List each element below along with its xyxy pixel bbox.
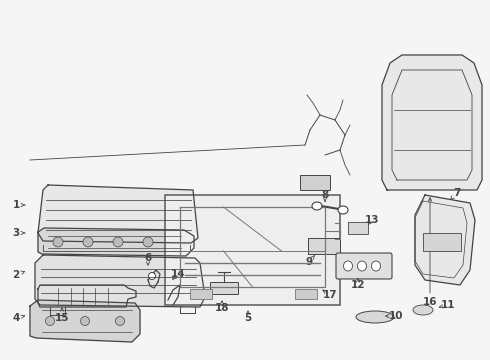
Bar bbox=[190, 289, 212, 299]
Ellipse shape bbox=[356, 311, 394, 323]
Text: 13: 13 bbox=[365, 215, 379, 225]
Text: 16: 16 bbox=[423, 297, 437, 307]
Ellipse shape bbox=[371, 261, 381, 271]
Text: 18: 18 bbox=[215, 303, 229, 313]
Text: 8: 8 bbox=[321, 190, 329, 200]
Ellipse shape bbox=[53, 237, 63, 247]
Text: 3: 3 bbox=[12, 228, 20, 238]
Ellipse shape bbox=[343, 261, 352, 271]
Bar bbox=[423, 233, 461, 251]
Ellipse shape bbox=[83, 237, 93, 247]
Bar bbox=[348, 222, 368, 234]
Ellipse shape bbox=[338, 206, 348, 214]
Ellipse shape bbox=[148, 273, 155, 279]
Text: 6: 6 bbox=[145, 253, 151, 263]
Ellipse shape bbox=[312, 202, 322, 210]
Ellipse shape bbox=[46, 316, 54, 325]
Text: 4: 4 bbox=[12, 313, 20, 323]
Bar bbox=[300, 175, 330, 190]
Text: 14: 14 bbox=[171, 269, 185, 279]
Ellipse shape bbox=[358, 261, 367, 271]
Polygon shape bbox=[382, 55, 482, 190]
FancyBboxPatch shape bbox=[336, 253, 392, 279]
Text: 15: 15 bbox=[55, 313, 69, 323]
Text: 17: 17 bbox=[323, 290, 337, 300]
Polygon shape bbox=[415, 195, 475, 285]
Bar bbox=[295, 289, 317, 299]
Polygon shape bbox=[38, 185, 198, 243]
Text: 10: 10 bbox=[389, 311, 403, 321]
Text: 12: 12 bbox=[351, 280, 365, 290]
Ellipse shape bbox=[80, 316, 90, 325]
Text: 11: 11 bbox=[441, 300, 455, 310]
Text: 7: 7 bbox=[453, 188, 461, 198]
Text: 5: 5 bbox=[245, 313, 252, 323]
Bar bbox=[308, 238, 340, 254]
Text: 9: 9 bbox=[305, 257, 313, 267]
Polygon shape bbox=[38, 228, 194, 256]
Ellipse shape bbox=[116, 316, 124, 325]
Ellipse shape bbox=[143, 237, 153, 247]
Polygon shape bbox=[38, 285, 136, 307]
Polygon shape bbox=[30, 300, 140, 342]
Ellipse shape bbox=[113, 237, 123, 247]
Bar bbox=[165, 195, 340, 305]
Text: 2: 2 bbox=[12, 270, 20, 280]
Text: 1: 1 bbox=[12, 200, 20, 210]
Polygon shape bbox=[35, 255, 205, 307]
Ellipse shape bbox=[413, 305, 433, 315]
Bar bbox=[210, 282, 238, 294]
